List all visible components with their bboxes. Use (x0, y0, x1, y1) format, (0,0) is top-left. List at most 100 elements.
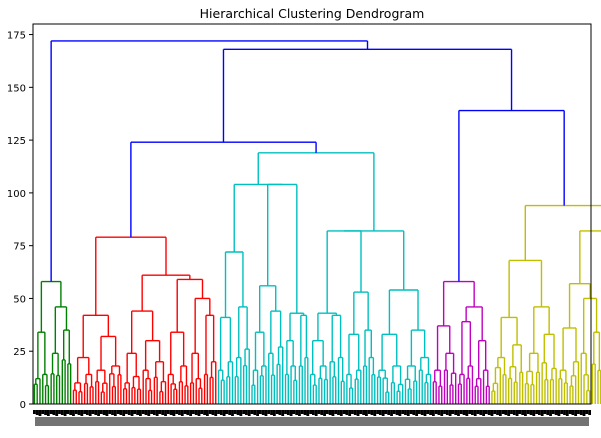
y-tick-label: 25 (13, 347, 26, 358)
x-tick-label (144, 410, 148, 415)
x-tick-label (521, 410, 525, 415)
x-tick-label (362, 410, 366, 415)
x-tick-label (398, 410, 402, 416)
x-tick-label (141, 410, 145, 414)
x-tick-label (197, 410, 201, 416)
x-tick-label (119, 410, 123, 415)
x-tick-label (88, 410, 92, 416)
x-tick-label (476, 410, 480, 414)
x-tick-label (515, 410, 519, 416)
x-tick-label (33, 410, 36, 414)
x-tick-label (69, 410, 73, 415)
x-tick-label (568, 410, 572, 414)
x-tick-label (158, 410, 162, 414)
x-tick-label (94, 410, 98, 415)
y-tick-label: 100 (7, 189, 26, 200)
chart-title: Hierarchical Clustering Dendrogram (200, 6, 425, 21)
x-tick-label (532, 410, 536, 416)
x-tick-label (250, 410, 254, 414)
x-tick-label (314, 410, 318, 416)
x-tick-label (52, 410, 56, 415)
x-tick-label (395, 410, 399, 415)
x-tick-label (418, 410, 421, 414)
x-tick-label (501, 410, 505, 414)
x-tick-label (169, 410, 173, 415)
x-tick-label (298, 410, 301, 416)
x-tick-label (133, 410, 137, 414)
x-tick-label (482, 410, 485, 416)
x-tick-label (557, 410, 561, 416)
x-tick-label-band (35, 417, 589, 426)
x-tick-label (105, 410, 109, 416)
x-tick-label (487, 410, 491, 415)
x-tick-label (247, 410, 251, 416)
y-tick-label: 75 (13, 242, 26, 253)
x-tick-label (378, 410, 382, 415)
x-axis (33, 410, 592, 426)
x-tick-label (420, 410, 424, 415)
x-tick-label (150, 410, 153, 414)
x-tick-label (370, 410, 374, 415)
x-tick-label (80, 410, 84, 416)
x-tick-label (219, 410, 223, 415)
x-tick-label (404, 410, 407, 415)
x-tick-label (429, 410, 432, 415)
x-tick-label (217, 410, 220, 414)
x-tick-label (97, 410, 100, 416)
x-tick-label (35, 410, 39, 415)
x-tick-label (563, 410, 566, 415)
x-tick-label (72, 410, 75, 416)
x-tick-label (529, 410, 533, 415)
x-tick-label (434, 410, 438, 414)
x-tick-label (351, 410, 354, 414)
x-tick-label (571, 410, 575, 415)
x-tick-label (384, 410, 388, 414)
x-tick-label (348, 410, 352, 416)
x-tick-label (546, 410, 550, 415)
x-tick-label (231, 410, 234, 416)
x-tick-label (192, 410, 195, 414)
x-tick-label (328, 410, 332, 415)
x-tick-label (295, 410, 299, 415)
x-tick-label (253, 410, 257, 415)
x-tick-label (524, 410, 527, 416)
x-tick-label (376, 410, 379, 414)
x-tick-label (367, 410, 371, 414)
x-tick-label (588, 410, 592, 415)
x-tick-label (537, 410, 541, 415)
x-tick-label (479, 410, 483, 415)
x-tick-label (426, 410, 430, 414)
x-tick-label (136, 410, 140, 415)
x-tick-label (275, 410, 279, 414)
x-tick-label (186, 410, 190, 415)
x-tick-label (189, 410, 193, 416)
y-tick-label: 150 (7, 83, 26, 94)
x-tick-label (585, 410, 589, 414)
x-tick-label (312, 410, 315, 415)
x-tick-label (334, 410, 338, 414)
x-tick-label (465, 410, 469, 416)
x-tick-label (496, 410, 499, 415)
x-tick-label (58, 410, 61, 414)
x-tick-label (303, 410, 307, 415)
x-tick-label (44, 410, 47, 415)
x-tick-label (504, 410, 508, 415)
x-tick-label (74, 410, 78, 414)
x-tick-label (180, 410, 184, 416)
x-tick-label (443, 410, 446, 414)
x-tick-label (551, 410, 555, 414)
x-tick-label (401, 410, 405, 414)
x-tick-label (60, 410, 64, 415)
x-tick-label (471, 410, 474, 415)
x-tick-label (577, 410, 580, 414)
x-tick-label (203, 410, 206, 415)
x-tick-label (484, 410, 488, 414)
x-tick-label (86, 410, 89, 415)
x-tick-label (473, 410, 477, 416)
x-tick-label (300, 410, 304, 414)
x-tick-label (342, 410, 346, 414)
x-tick-label (498, 410, 502, 416)
x-tick-label (317, 410, 321, 414)
